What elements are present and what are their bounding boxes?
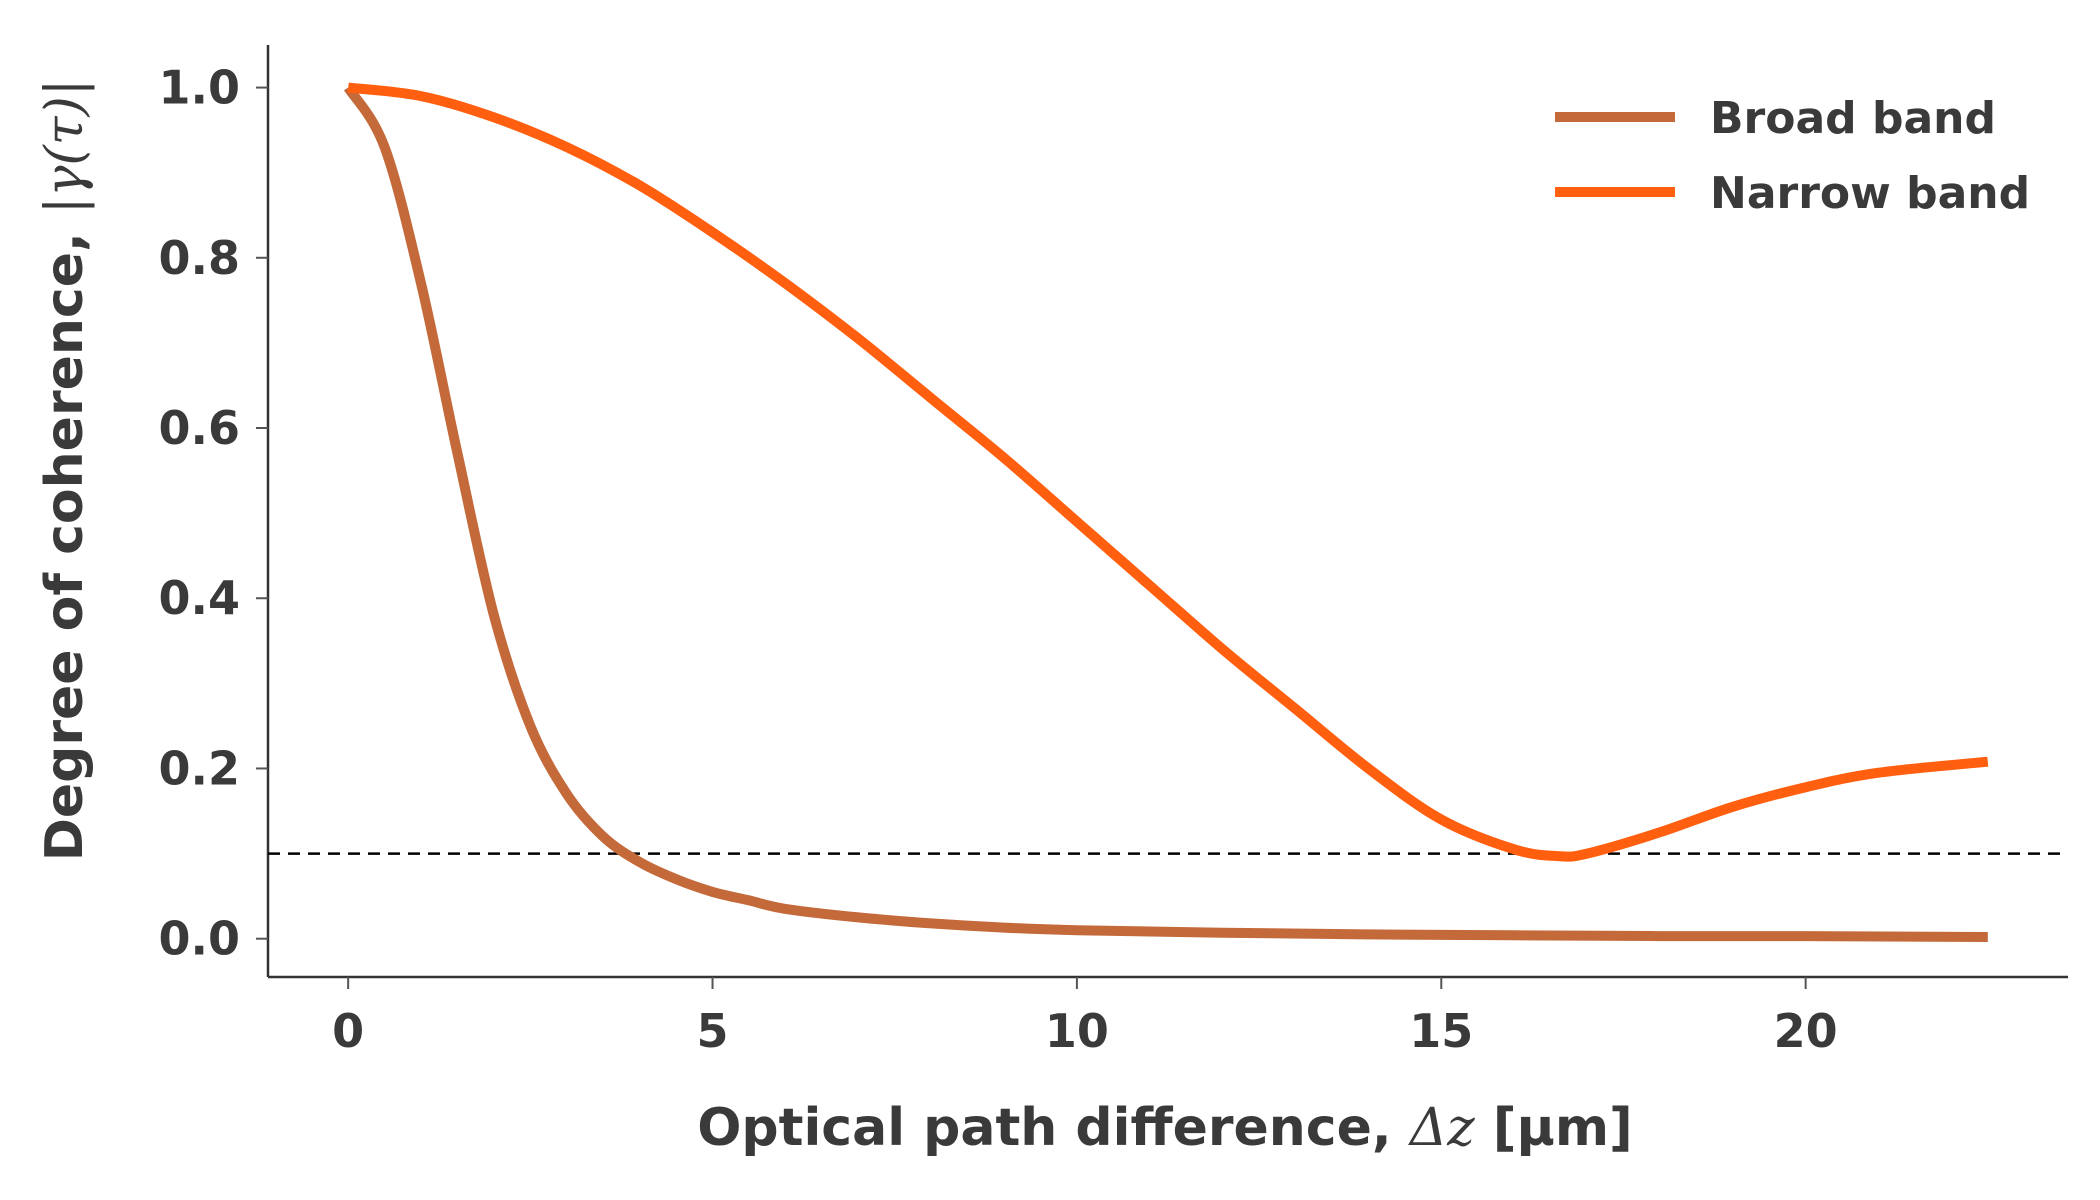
- y-tick-label: 0.0: [159, 912, 241, 966]
- y-tick-label: 1.0: [159, 61, 241, 115]
- x-tick-label: 10: [1045, 1004, 1109, 1058]
- y-tick-label: 0.2: [159, 741, 241, 795]
- y-axis-title-math: |γ(τ)|: [35, 79, 95, 214]
- x-ticks: 0 5 10 15 20: [332, 977, 1838, 1058]
- y-tick-label: 0.4: [159, 571, 241, 625]
- legend: Broad band Narrow band: [1555, 93, 2030, 219]
- x-axis-title-suffix: [μm]: [1475, 1098, 1633, 1158]
- x-axis-title-prefix: Optical path difference,: [697, 1098, 1410, 1158]
- y-axis-title-prefix: Degree of coherence,: [35, 214, 95, 861]
- y-axis-title: Degree of coherence, |γ(τ)|: [35, 79, 95, 862]
- axes: [266, 45, 2068, 979]
- y-tick-label: 0.8: [159, 231, 241, 285]
- series-line-broad-band: [343, 84, 1988, 942]
- x-tick-label: 20: [1774, 1004, 1838, 1058]
- y-tick-label: 0.6: [159, 401, 241, 455]
- legend-label-broad-band: Broad band: [1710, 93, 1996, 144]
- legend-label-narrow-band: Narrow band: [1710, 168, 2030, 219]
- series-line-narrow-band: [347, 82, 1989, 862]
- x-axis-title: Optical path difference, Δz [μm]: [697, 1098, 1633, 1158]
- x-tick-label: 0: [332, 1004, 364, 1058]
- series-group: [343, 82, 1989, 942]
- x-tick-label: 5: [697, 1004, 729, 1058]
- x-tick-label: 15: [1409, 1004, 1473, 1058]
- y-ticks: 0.0 0.2 0.4 0.6 0.8 1.0: [159, 61, 268, 966]
- x-axis-title-math: Δz: [1408, 1098, 1476, 1158]
